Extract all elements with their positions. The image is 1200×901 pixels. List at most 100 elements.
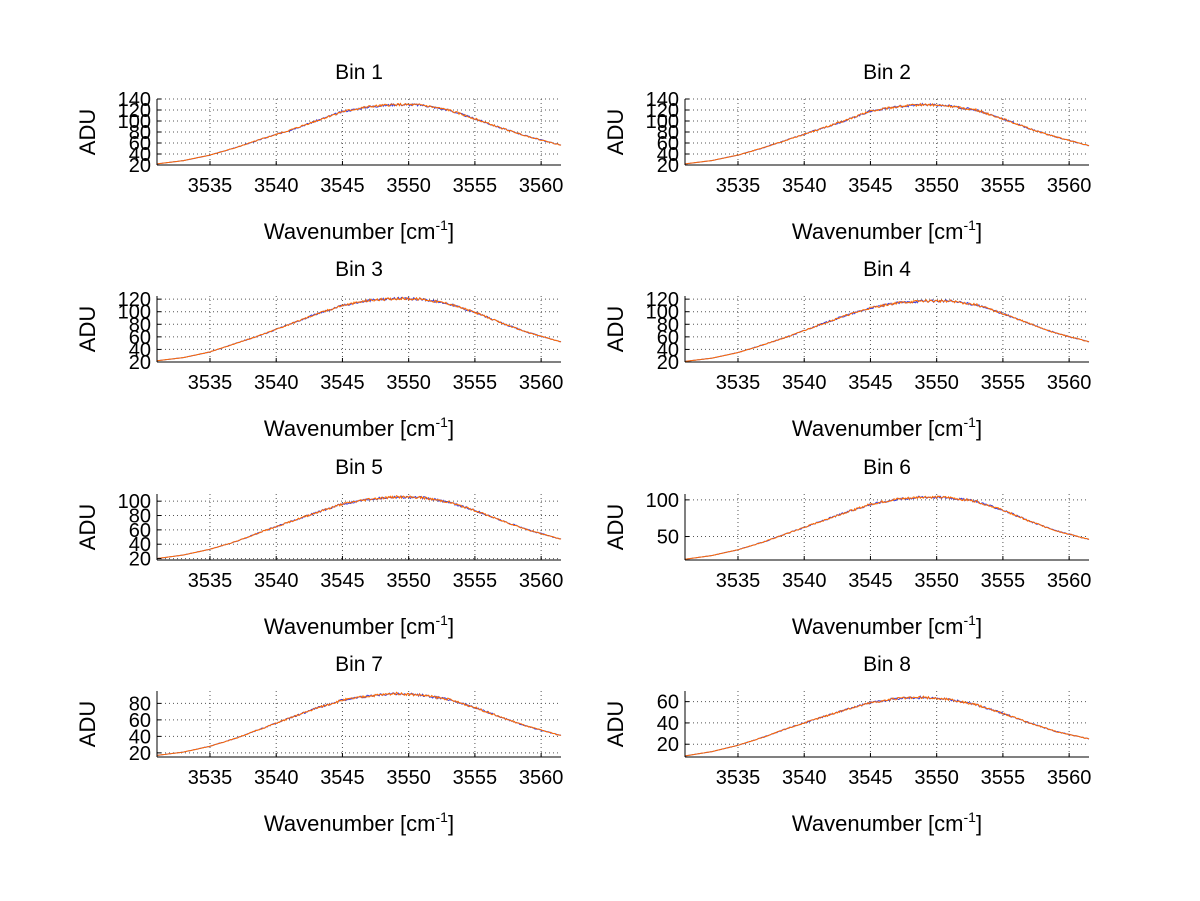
chart-panel-1: Bin 1 3535 3540 3545 3550 3555 3560 20406080100… — [75, 61, 563, 244]
y-tick-label: 40 — [129, 144, 151, 166]
x-tick-label: 3535 — [716, 570, 761, 592]
chart-title: Bin 6 — [863, 456, 911, 479]
chart-title: Bin 5 — [335, 456, 383, 479]
x-tick-label: 3555 — [453, 570, 498, 592]
series-line-blue — [156, 102, 562, 165]
y-tick-label: 60 — [129, 710, 151, 732]
series-line-blue — [684, 695, 1090, 757]
chart-panel-2: Bin 2 3535 3540 3545 3550 3555 3560 20406080100… — [603, 61, 1091, 244]
y-tick-label: 80 — [657, 122, 679, 144]
x-tick-label: 3540 — [782, 175, 827, 197]
x-tick-label: 3555 — [981, 570, 1026, 592]
x-axis-label: Wavenumber [cm-1] — [792, 414, 982, 441]
x-tick-label: 3545 — [320, 570, 365, 592]
x-tick-label: 3550 — [386, 767, 431, 789]
y-tick-label: 60 — [657, 692, 679, 714]
y-axis-label: ADU — [603, 701, 628, 747]
y-axis-label: ADU — [603, 109, 628, 155]
series-line-orange — [156, 495, 562, 560]
x-axis-label: Wavenumber [cm-1] — [264, 809, 454, 836]
chart-title: Bin 2 — [863, 61, 911, 84]
y-tick-label: 100 — [646, 302, 679, 324]
y-tick-label: 80 — [129, 122, 151, 144]
x-axis-label: Wavenumber [cm-1] — [792, 217, 982, 244]
y-tick-label: 50 — [657, 527, 679, 549]
series-line-blue — [684, 299, 1090, 362]
x-tick-label: 3560 — [1047, 570, 1092, 592]
x-tick-label: 3550 — [386, 372, 431, 394]
x-tick-label: 3545 — [848, 372, 893, 394]
x-tick-label: 3550 — [914, 175, 959, 197]
chart-panel-5: Bin 5 3535 3540 3545 3550 3555 3560 20406080100… — [75, 456, 563, 639]
x-axis-label: Wavenumber [cm-1] — [264, 612, 454, 639]
y-tick-label: 40 — [129, 726, 151, 748]
x-tick-label: 3560 — [1047, 175, 1092, 197]
series-line-orange — [156, 296, 562, 362]
y-tick-label: 120 — [118, 289, 151, 311]
y-axis-label: ADU — [603, 504, 628, 550]
y-tick-label: 40 — [129, 534, 151, 556]
y-tick-label: 20 — [657, 352, 679, 374]
y-tick-label: 80 — [129, 506, 151, 528]
x-tick-label: 3550 — [386, 175, 431, 197]
x-tick-label: 3560 — [519, 372, 564, 394]
x-tick-label: 3560 — [1047, 767, 1092, 789]
y-tick-label: 20 — [657, 734, 679, 756]
series-line-blue — [156, 692, 562, 756]
y-tick-label: 20 — [129, 155, 151, 177]
x-tick-label: 3555 — [981, 767, 1026, 789]
series-line-orange — [156, 102, 562, 165]
x-tick-label: 3560 — [519, 570, 564, 592]
series-line-blue — [156, 495, 562, 560]
x-tick-label: 3535 — [188, 570, 233, 592]
y-axis-label: ADU — [75, 504, 100, 550]
x-tick-label: 3540 — [782, 372, 827, 394]
chart-title: Bin 7 — [335, 653, 383, 676]
y-axis-label: ADU — [75, 306, 100, 352]
y-tick-label: 20 — [129, 549, 151, 571]
x-tick-label: 3550 — [914, 372, 959, 394]
y-tick-label: 40 — [657, 713, 679, 735]
y-tick-label: 40 — [657, 339, 679, 361]
series-line-orange — [156, 691, 562, 756]
x-tick-label: 3555 — [453, 372, 498, 394]
x-tick-label: 3535 — [188, 175, 233, 197]
x-axis-label: Wavenumber [cm-1] — [264, 414, 454, 441]
series-line-orange — [684, 695, 1090, 757]
y-tick-label: 140 — [646, 89, 679, 111]
y-tick-label: 100 — [646, 490, 679, 512]
y-tick-label: 60 — [129, 133, 151, 155]
x-tick-label: 3540 — [254, 175, 299, 197]
y-tick-label: 100 — [118, 491, 151, 513]
x-tick-label: 3555 — [981, 175, 1026, 197]
x-tick-label: 3540 — [782, 767, 827, 789]
y-axis-label: ADU — [75, 701, 100, 747]
y-tick-label: 20 — [657, 155, 679, 177]
y-tick-label: 80 — [657, 314, 679, 336]
y-tick-label: 120 — [646, 289, 679, 311]
y-tick-label: 100 — [118, 111, 151, 133]
y-axis-label: ADU — [75, 109, 100, 155]
x-tick-label: 3535 — [188, 372, 233, 394]
y-tick-label: 60 — [657, 327, 679, 349]
x-tick-label: 3555 — [453, 175, 498, 197]
chart-title: Bin 1 — [335, 61, 383, 84]
series-line-orange — [684, 299, 1090, 362]
x-tick-label: 3560 — [1047, 372, 1092, 394]
x-tick-label: 3540 — [782, 570, 827, 592]
chart-panel-4: Bin 4 3535 3540 3545 3550 3555 3560 20406080100… — [603, 258, 1091, 441]
x-tick-label: 3550 — [914, 767, 959, 789]
x-tick-label: 3560 — [519, 175, 564, 197]
x-tick-label: 3550 — [914, 570, 959, 592]
y-axis-label: ADU — [603, 306, 628, 352]
y-tick-label: 80 — [129, 314, 151, 336]
x-tick-label: 3555 — [453, 767, 498, 789]
y-tick-label: 60 — [657, 133, 679, 155]
x-tick-label: 3535 — [716, 372, 761, 394]
y-tick-label: 80 — [129, 693, 151, 715]
x-tick-label: 3545 — [320, 175, 365, 197]
chart-panel-6: Bin 6 3535 3540 3545 3550 3555 3560 50 100 Wavenu… — [603, 456, 1091, 639]
y-tick-label: 20 — [129, 743, 151, 765]
